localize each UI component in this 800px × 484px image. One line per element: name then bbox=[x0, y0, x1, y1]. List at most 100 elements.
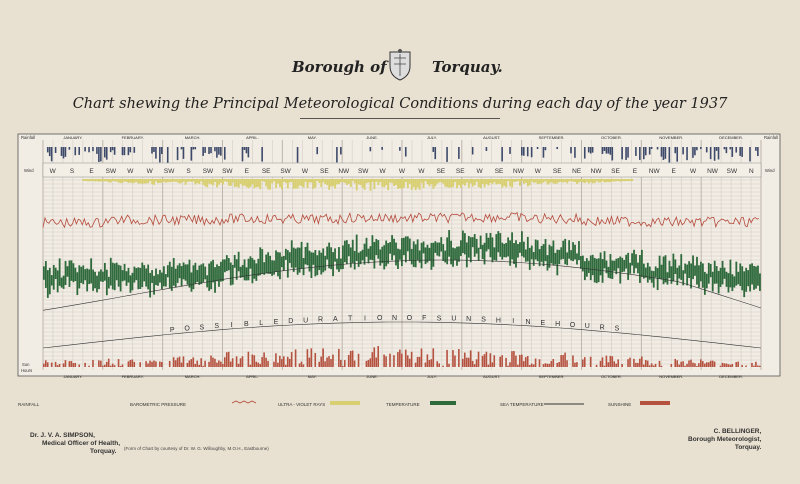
uv-bar bbox=[84, 179, 87, 182]
month-label: JANUARY. bbox=[63, 374, 82, 379]
sunshine-bar bbox=[98, 360, 100, 367]
uv-bar bbox=[269, 179, 272, 190]
uv-bar bbox=[517, 179, 519, 182]
rain-bar bbox=[153, 147, 155, 153]
uv-bar bbox=[458, 179, 460, 186]
sunshine-bar bbox=[639, 358, 641, 367]
uv-bar bbox=[558, 179, 561, 182]
temperature-bar bbox=[452, 247, 454, 267]
rain-bar bbox=[574, 147, 576, 158]
sunshine-bar bbox=[367, 359, 370, 367]
temperature-bar bbox=[182, 262, 185, 280]
temperature-bar bbox=[700, 261, 702, 282]
uv-bar bbox=[155, 179, 158, 182]
temperature-bar bbox=[117, 264, 120, 287]
sunshine-bar bbox=[389, 353, 391, 367]
wind-direction: SW bbox=[203, 168, 214, 175]
wind-direction: W bbox=[380, 168, 387, 175]
temperature-bar bbox=[225, 255, 228, 272]
uv-bar bbox=[566, 179, 569, 184]
uv-bar bbox=[481, 179, 484, 185]
temperature-bar bbox=[64, 260, 67, 286]
sunshine-bar bbox=[121, 364, 124, 367]
sunshine-bar bbox=[646, 360, 649, 367]
temperature-bar bbox=[656, 268, 659, 291]
temperature-bar bbox=[176, 265, 179, 283]
uv-bar bbox=[562, 179, 565, 183]
temperature-bar bbox=[133, 266, 136, 283]
sunshine-bar bbox=[692, 362, 694, 367]
uv-bar bbox=[469, 179, 472, 184]
uv-bar bbox=[111, 179, 114, 182]
uv-bar bbox=[149, 179, 152, 182]
temperature-bar bbox=[572, 242, 574, 262]
uv-bar bbox=[137, 179, 140, 184]
temperature-bar bbox=[652, 271, 655, 288]
temperature-bar bbox=[739, 263, 742, 287]
temperature-bar bbox=[308, 250, 311, 272]
uv-bar bbox=[86, 179, 89, 182]
uv-bar bbox=[570, 179, 573, 182]
temperature-bar bbox=[428, 247, 431, 261]
uv-bar bbox=[94, 179, 97, 182]
sunshine-bar bbox=[357, 353, 360, 367]
sunshine-bar bbox=[542, 364, 545, 367]
rain-bar bbox=[121, 147, 124, 156]
rain-bar bbox=[159, 147, 161, 163]
sunshine-bar bbox=[491, 362, 494, 367]
uv-bar bbox=[98, 179, 100, 182]
temperature-bar bbox=[554, 252, 557, 265]
uv-bar bbox=[245, 179, 248, 188]
uv-bar bbox=[340, 179, 342, 183]
temperature-bar bbox=[231, 264, 234, 285]
uv-bar bbox=[546, 179, 549, 185]
temperature-bar bbox=[416, 239, 419, 261]
temperature-bar bbox=[296, 247, 299, 275]
sunshine-bar bbox=[432, 348, 435, 367]
month-label: AUGUST. bbox=[483, 135, 500, 140]
uv-bar bbox=[334, 179, 337, 189]
temperature-bar bbox=[603, 251, 606, 269]
uv-bar bbox=[576, 179, 578, 185]
temperature-bar bbox=[556, 249, 559, 276]
rain-bar bbox=[757, 147, 759, 157]
wind-direction: NW bbox=[591, 168, 603, 175]
temperature-bar bbox=[544, 239, 547, 262]
rain-bar bbox=[180, 147, 183, 150]
rain-bar bbox=[607, 147, 610, 154]
uv-bar bbox=[367, 179, 370, 183]
sunshine-bar bbox=[487, 364, 490, 367]
temperature-bar bbox=[650, 270, 653, 283]
uv-bar bbox=[536, 179, 539, 185]
rain-bar bbox=[705, 147, 708, 153]
temperature-bar bbox=[210, 261, 213, 290]
uv-bar bbox=[88, 179, 91, 182]
uv-bar bbox=[139, 179, 142, 184]
sunshine-bar bbox=[701, 361, 704, 367]
temperature-bar bbox=[717, 270, 720, 294]
sunshine-bar bbox=[347, 354, 350, 367]
temperature-bar bbox=[332, 252, 334, 277]
month-label: NOVEMBER. bbox=[659, 135, 683, 140]
sunshine-bar bbox=[583, 357, 586, 367]
rain-bar bbox=[62, 147, 65, 159]
uv-bar bbox=[428, 179, 431, 187]
uv-bar bbox=[239, 179, 242, 184]
rain-bar bbox=[399, 147, 401, 151]
sunshine-bar bbox=[229, 361, 232, 367]
month-label: DECEMBER. bbox=[719, 374, 743, 379]
rain-bar bbox=[84, 147, 86, 152]
sunshine-bar bbox=[469, 350, 472, 367]
sunshine-bar bbox=[383, 354, 385, 367]
temperature-bar bbox=[257, 258, 260, 276]
rain-bar bbox=[544, 147, 547, 151]
legend-temp-swatch bbox=[430, 401, 456, 405]
temperature-bar bbox=[609, 254, 612, 279]
temperature-bar bbox=[141, 262, 144, 288]
uv-bar bbox=[408, 179, 411, 184]
sunshine-bar bbox=[658, 360, 661, 367]
sunshine-bar bbox=[635, 362, 637, 367]
sunshine-bar bbox=[755, 361, 757, 367]
temperature-bar bbox=[251, 258, 254, 284]
rain-bar bbox=[611, 147, 614, 161]
